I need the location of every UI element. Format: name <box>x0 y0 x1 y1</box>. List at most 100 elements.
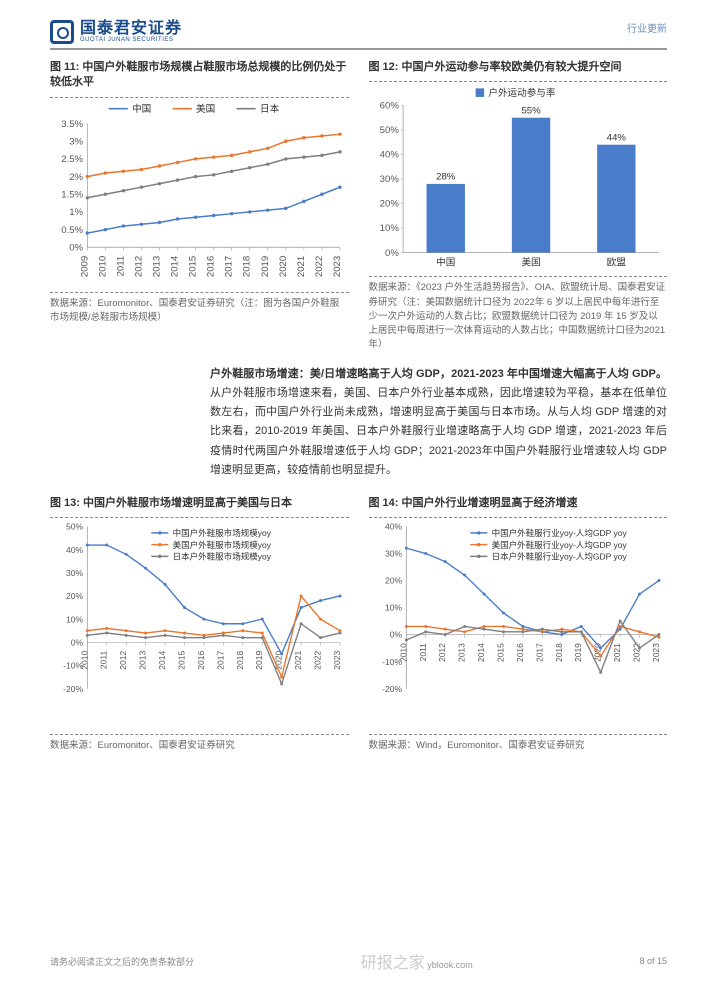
svg-text:20%: 20% <box>385 576 402 586</box>
svg-text:10%: 10% <box>379 224 399 235</box>
fig11-title: 图 11: 中国户外鞋服市场规模占鞋服市场总规模的比例仍处于较低水平 <box>50 60 349 91</box>
svg-text:1.5%: 1.5% <box>61 189 83 200</box>
svg-text:2010: 2010 <box>79 651 89 670</box>
svg-text:2009: 2009 <box>79 256 90 277</box>
svg-text:44%: 44% <box>606 133 626 144</box>
svg-text:3%: 3% <box>69 136 83 147</box>
svg-text:2023: 2023 <box>332 651 342 670</box>
svg-text:60%: 60% <box>379 101 399 112</box>
svg-text:2011: 2011 <box>99 651 109 670</box>
svg-text:2013: 2013 <box>456 643 466 662</box>
svg-text:2010: 2010 <box>398 643 408 662</box>
svg-text:2014: 2014 <box>157 651 167 670</box>
svg-text:3.5%: 3.5% <box>61 119 83 130</box>
svg-text:2016: 2016 <box>206 256 217 277</box>
svg-text:户外运动参与率: 户外运动参与率 <box>488 87 555 99</box>
svg-text:0%: 0% <box>389 630 402 640</box>
svg-text:0%: 0% <box>385 248 399 259</box>
svg-text:2015: 2015 <box>176 651 186 670</box>
svg-text:28%: 28% <box>436 172 456 183</box>
svg-text:2019: 2019 <box>254 651 264 670</box>
footer-disclaimer: 请务必阅读正文之后的免责条款部分 <box>50 955 194 968</box>
logo-icon <box>50 20 74 44</box>
body-lead: 户外鞋服市场增速：美/日增速略高于人均 GDP，2021-2023 年中国增速大… <box>210 368 667 380</box>
fig12-title: 图 12: 中国户外运动参与率较欧美仍有较大提升空间 <box>369 60 668 75</box>
svg-text:2017: 2017 <box>215 651 225 670</box>
svg-text:2022: 2022 <box>313 651 323 670</box>
svg-text:20%: 20% <box>66 592 83 602</box>
svg-text:50%: 50% <box>66 522 83 532</box>
svg-text:日本户外鞋服市场规模yoy: 日本户外鞋服市场规模yoy <box>173 552 272 562</box>
svg-text:-20%: -20% <box>63 684 83 694</box>
body-paragraph: 户外鞋服市场增速：美/日增速略高于人均 GDP，2021-2023 年中国增速大… <box>210 365 667 481</box>
svg-text:2011: 2011 <box>417 643 427 662</box>
fig13-title: 图 13: 中国户外鞋服市场增速明显高于美国与日本 <box>50 496 349 511</box>
svg-text:欧盟: 欧盟 <box>606 257 626 269</box>
svg-text:2013: 2013 <box>152 256 163 277</box>
watermark-url: yblook.com <box>427 960 473 970</box>
svg-text:0%: 0% <box>69 242 83 253</box>
svg-text:2018: 2018 <box>235 651 245 670</box>
svg-text:美国: 美国 <box>521 257 540 269</box>
svg-text:2018: 2018 <box>242 256 253 277</box>
svg-text:2%: 2% <box>69 172 83 183</box>
svg-text:2012: 2012 <box>133 256 144 277</box>
svg-text:40%: 40% <box>66 545 83 555</box>
svg-text:-20%: -20% <box>382 684 402 694</box>
svg-text:2011: 2011 <box>115 256 126 277</box>
svg-text:0.5%: 0.5% <box>61 225 83 236</box>
svg-text:2013: 2013 <box>138 651 148 670</box>
svg-text:2023: 2023 <box>650 643 660 662</box>
fig14-title: 图 14: 中国户外行业增速明显高于经济增速 <box>369 496 668 511</box>
svg-text:1%: 1% <box>69 207 83 218</box>
svg-text:2012: 2012 <box>437 643 447 662</box>
svg-text:2015: 2015 <box>188 256 199 277</box>
svg-text:中国: 中国 <box>132 103 151 115</box>
fig13-chart: -20%-10%0%10%20%30%40%50%201020112012201… <box>50 518 349 731</box>
header-category: 行业更新 <box>627 20 667 35</box>
body-rest: 从户外鞋服市场增速来看，美国、日本户外行业基本成熟，因此增速较为平稳，基本在低单… <box>210 387 667 476</box>
svg-text:美国户外鞋服行业yoy-人均GDP yoy: 美国户外鞋服行业yoy-人均GDP yoy <box>491 540 627 550</box>
fig11-source: 数据来源：Euromonitor、国泰君安证券研究（注：图为各国户外鞋服市场规模… <box>50 297 349 326</box>
svg-text:2015: 2015 <box>495 643 505 662</box>
svg-text:2021: 2021 <box>296 256 307 277</box>
svg-text:2014: 2014 <box>170 255 181 277</box>
svg-text:2022: 2022 <box>631 643 641 662</box>
svg-text:2012: 2012 <box>118 651 128 670</box>
svg-text:中国户外鞋服行业yoy-人均GDP yoy: 中国户外鞋服行业yoy-人均GDP yoy <box>491 529 627 539</box>
svg-text:2021: 2021 <box>293 651 303 670</box>
svg-text:2016: 2016 <box>196 651 206 670</box>
svg-text:2016: 2016 <box>514 643 524 662</box>
svg-text:日本: 日本 <box>260 103 280 115</box>
svg-text:30%: 30% <box>385 549 402 559</box>
svg-text:2010: 2010 <box>97 256 108 277</box>
svg-text:2014: 2014 <box>476 643 486 662</box>
page-footer: 请务必阅读正文之后的免责条款部分 研报之家 yblook.com 8 of 15 <box>50 949 667 973</box>
svg-text:中国: 中国 <box>436 257 455 269</box>
fig14-source: 数据来源：Wind，Euromonitor、国泰君安证券研究 <box>369 739 668 753</box>
svg-text:2018: 2018 <box>553 643 563 662</box>
watermark-brand: 研报之家 <box>361 955 425 972</box>
fig12-source: 数据来源：《2023 户外生活趋势报告》、OIA、欧盟统计局、国泰君安证券研究（… <box>369 281 668 352</box>
svg-text:55%: 55% <box>521 106 541 117</box>
fig12-chart: 0%10%20%30%40%50%60%28%中国55%美国44%欧盟户外运动参… <box>369 82 668 274</box>
svg-text:2017: 2017 <box>224 256 235 277</box>
fig13-source: 数据来源：Euromonitor、国泰君安证券研究 <box>50 739 349 753</box>
svg-text:2019: 2019 <box>260 256 271 277</box>
logo-en: GUOTAI JUNAN SECURITIES <box>80 37 182 43</box>
svg-text:50%: 50% <box>379 126 399 137</box>
svg-text:2019: 2019 <box>573 643 583 662</box>
svg-text:美国: 美国 <box>196 103 215 115</box>
page-number: 8 of 15 <box>639 956 667 966</box>
svg-text:20%: 20% <box>379 199 399 210</box>
svg-text:美国户外鞋服市场规模yoy: 美国户外鞋服市场规模yoy <box>173 540 272 550</box>
svg-text:日本户外鞋服行业yoy-人均GDP yoy: 日本户外鞋服行业yoy-人均GDP yoy <box>491 552 627 562</box>
svg-text:0%: 0% <box>71 638 84 648</box>
logo: 国泰君安证券 GUOTAI JUNAN SECURITIES <box>50 20 182 44</box>
fig11-chart: 0% 0.5% 1% 1.5% 2% 2.5% 3% 3.5% 2009 2010 2011 2012… <box>50 98 349 290</box>
svg-text:40%: 40% <box>379 150 399 161</box>
svg-text:2020: 2020 <box>278 256 289 277</box>
svg-text:10%: 10% <box>385 603 402 613</box>
svg-text:2021: 2021 <box>612 643 622 662</box>
svg-text:2.5%: 2.5% <box>61 154 83 165</box>
